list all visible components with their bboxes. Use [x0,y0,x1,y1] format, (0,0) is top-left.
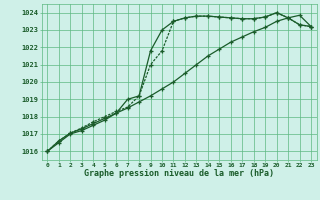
X-axis label: Graphe pression niveau de la mer (hPa): Graphe pression niveau de la mer (hPa) [84,169,274,178]
